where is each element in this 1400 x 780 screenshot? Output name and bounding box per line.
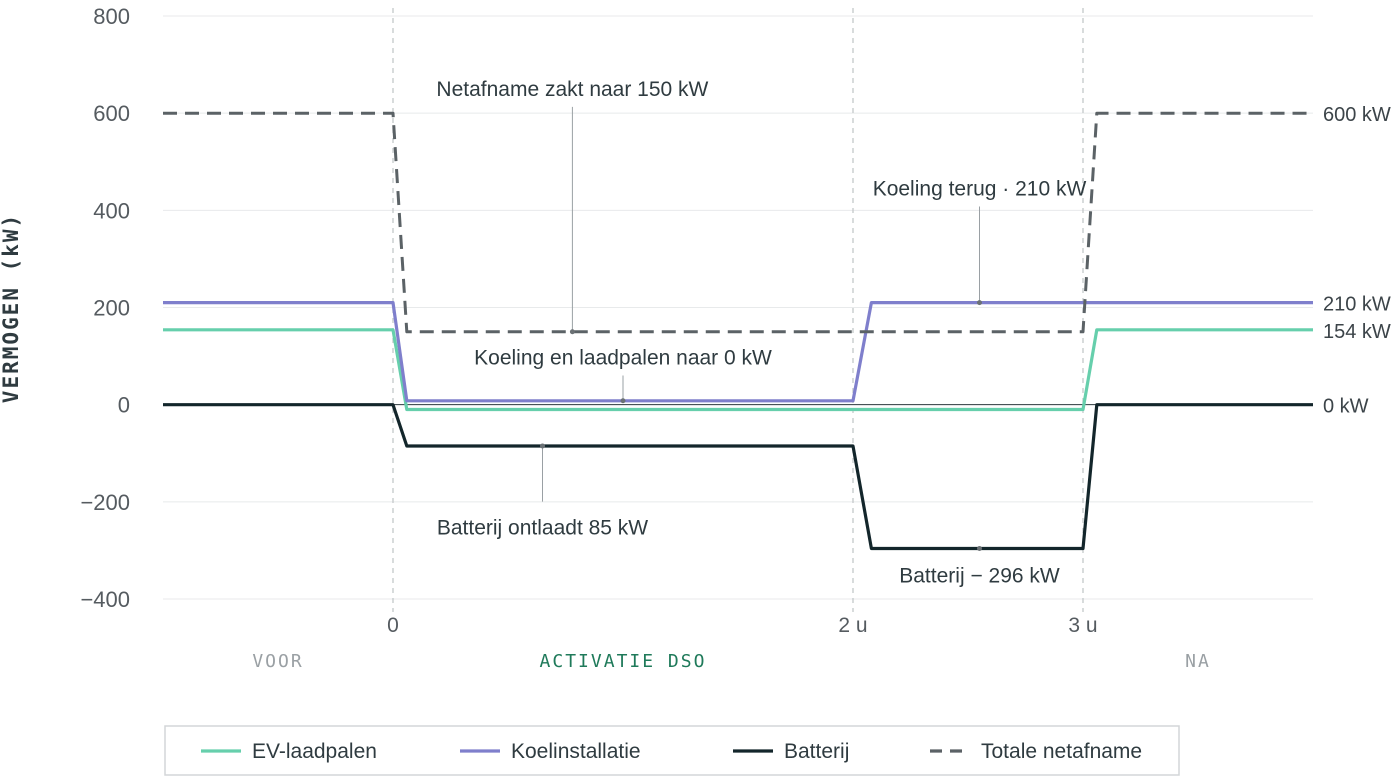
legend-box (164, 725, 1180, 776)
annotation-dot (977, 545, 982, 551)
annotation-dot (620, 398, 626, 404)
y-tick-label: 400 (93, 198, 130, 223)
grid (163, 15, 1313, 600)
phase-label: NA (1185, 651, 1211, 672)
y-tick-label: 600 (93, 101, 130, 126)
annotation-dot (569, 329, 575, 335)
y-tick-label: 0 (118, 393, 130, 418)
x-tick-label: 0 (387, 614, 399, 637)
series-line-totale-netafname (163, 111, 1313, 334)
x-axis-ticks: 0 2 u 3 u (387, 614, 1097, 637)
annotation-dots (540, 300, 982, 551)
legend-entry: Batterij (784, 740, 849, 763)
annotation-dot (977, 300, 982, 306)
end-labels: 600 kW 210 kW 154 kW 0 kW (1323, 104, 1391, 418)
y-tick-label: −200 (80, 490, 130, 515)
phase-label: VOOR (252, 651, 303, 672)
y-axis-ticks: 800 600 400 200 0 −200 −400 (80, 4, 130, 612)
annotation-leaders (542, 106, 980, 550)
annotation-label: Netafname zakt naar 150 kW (436, 78, 708, 101)
annotation-label: Koeling en laadpalen naar 0 kW (474, 347, 772, 370)
x-tick-label: 2 u (838, 614, 867, 637)
y-tick-label: 200 (93, 296, 130, 321)
legend-entry: Koelinstallatie (511, 740, 641, 763)
end-label: 210 kW (1323, 294, 1391, 316)
end-label: 154 kW (1323, 321, 1391, 343)
series-line-ev-laadpalen (163, 328, 1313, 412)
annotation-label: Batterij − 296 kW (899, 565, 1060, 588)
end-label: 600 kW (1323, 104, 1391, 126)
legend: EV-laadpalen Koelinstallatie Batterij Total… (164, 725, 1180, 776)
y-tick-label: 800 (93, 4, 130, 29)
phase-label: ACTIVATIE DSO (540, 651, 707, 672)
x-tick-label: 3 u (1068, 614, 1097, 637)
series-line-koelinstallatie (163, 301, 1313, 403)
legend-entry: EV-laadpalen (252, 740, 377, 763)
series-lines (163, 111, 1313, 551)
annotation-labels: Netafname zakt naar 150 kW Koeling terug … (436, 78, 1086, 588)
annotation-label: Batterij ontlaadt 85 kW (437, 517, 648, 540)
annotation-label: Koeling terug · 210 kW (873, 177, 1087, 200)
y-axis-label: VERMOGEN (kW) (0, 213, 23, 403)
y-tick-label: −400 (80, 587, 130, 612)
end-label: 0 kW (1323, 396, 1369, 418)
annotation-dot (540, 443, 545, 449)
legend-entry: Totale netafname (981, 740, 1142, 763)
phase-labels: VOOR ACTIVATIE DSO NA (252, 651, 1211, 672)
series-line-batterij (163, 403, 1313, 551)
